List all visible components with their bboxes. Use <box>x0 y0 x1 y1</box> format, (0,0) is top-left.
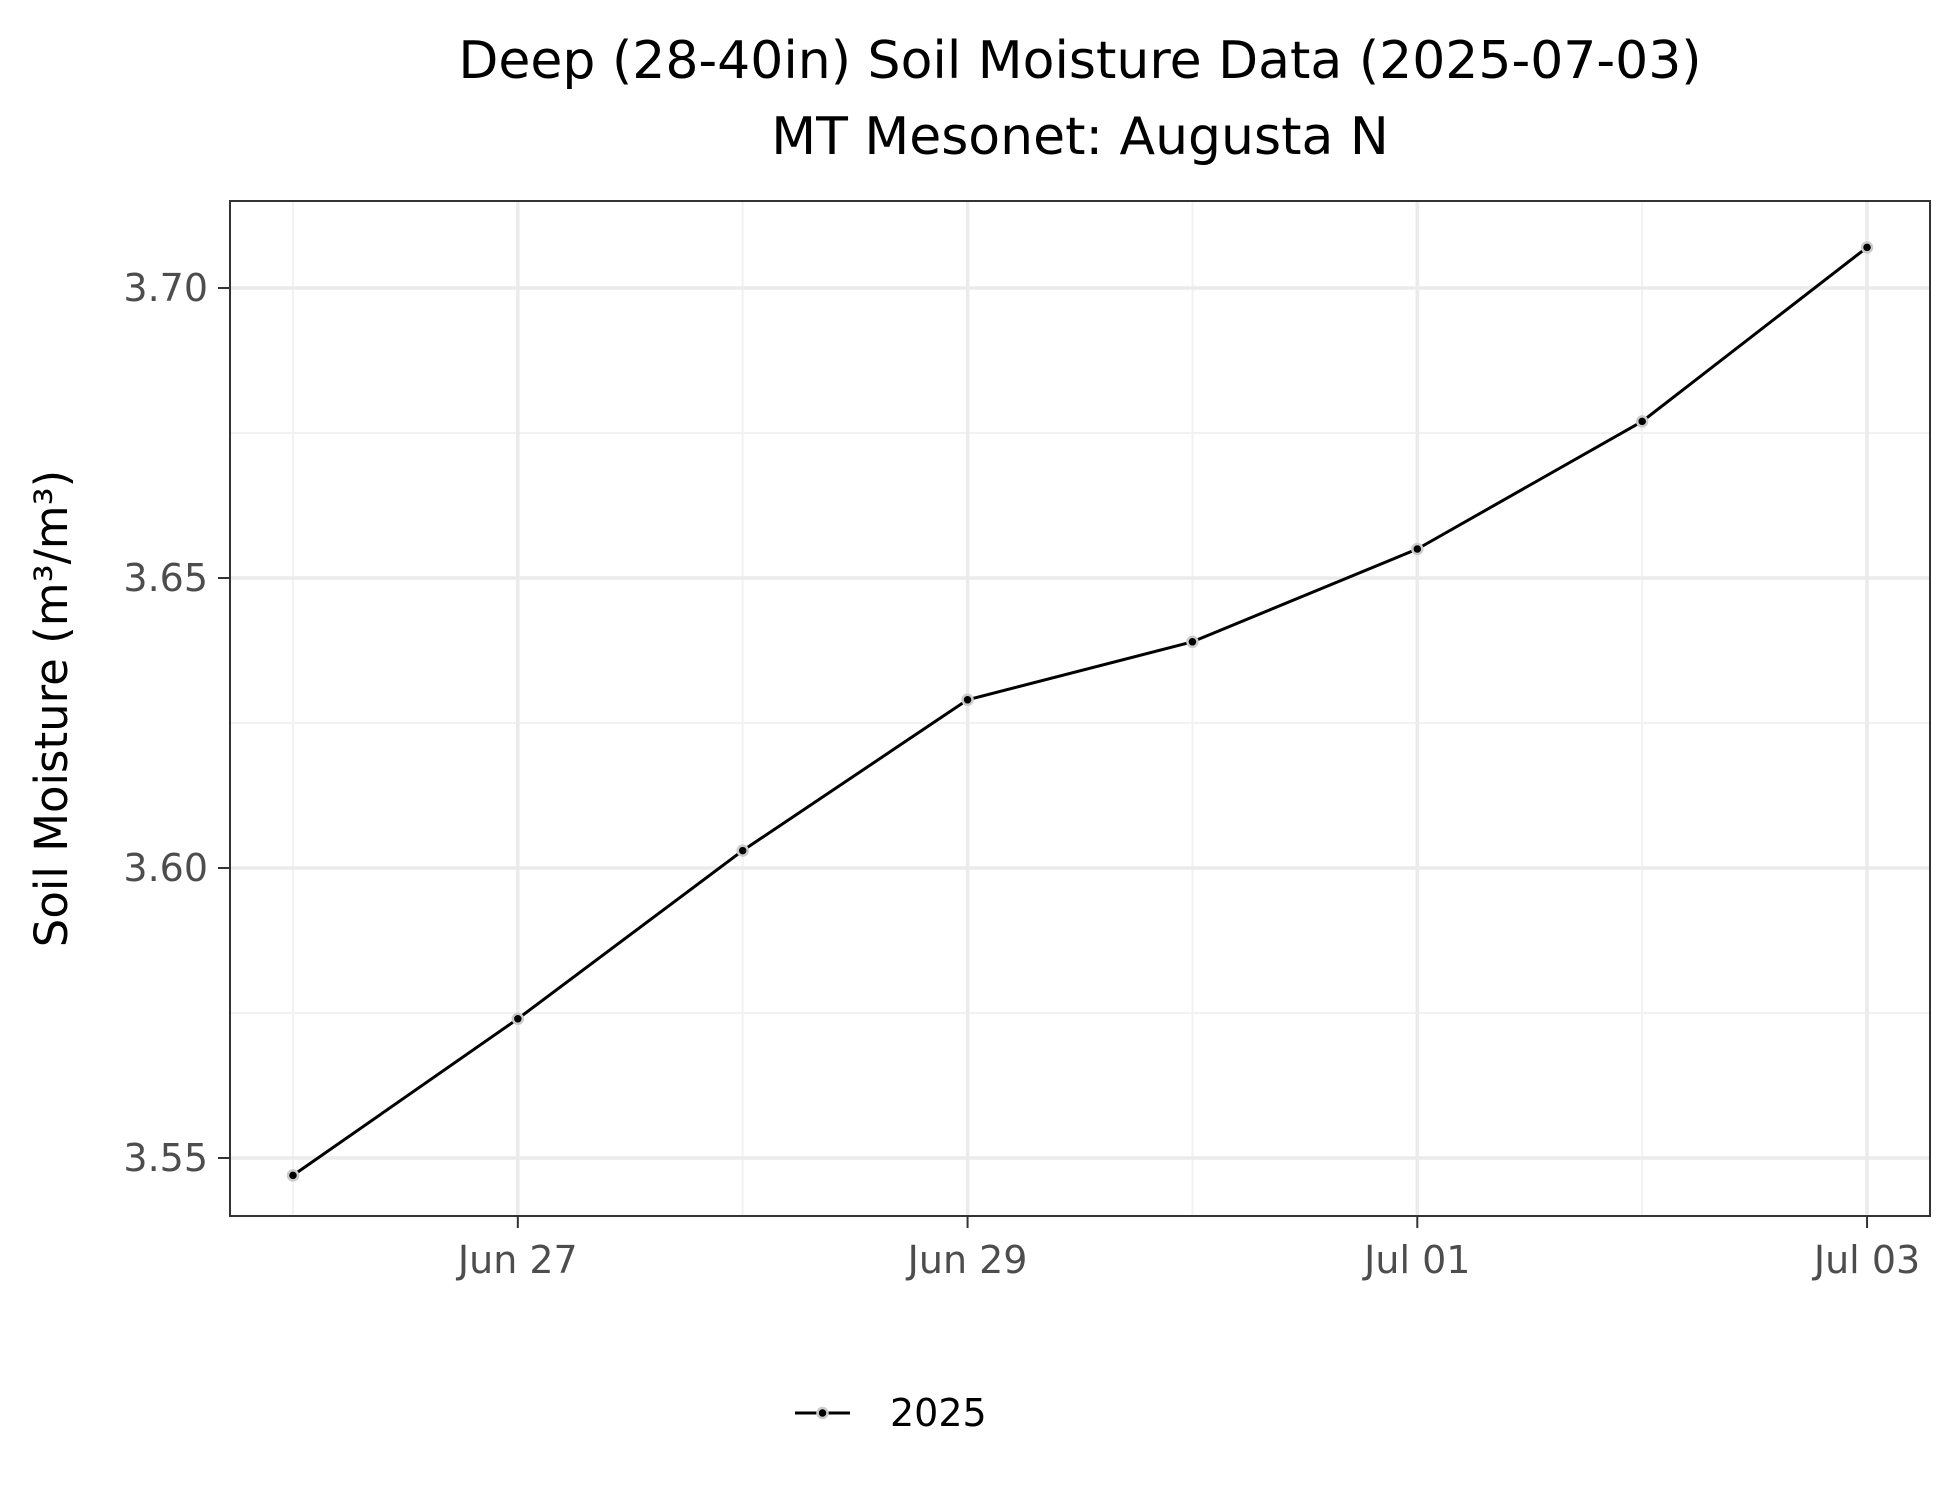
x-tick-label: Jul 03 <box>1812 1238 1920 1282</box>
legend-label: 2025 <box>890 1391 987 1435</box>
series-layer <box>286 241 1874 1182</box>
x-tick-label: Jun 29 <box>906 1238 1028 1282</box>
data-point <box>736 844 749 857</box>
grid <box>230 201 1930 1216</box>
plot-panel-border <box>229 200 1931 1217</box>
data-point <box>1411 542 1424 556</box>
x-tick-label: Jun 27 <box>456 1238 578 1282</box>
chart-subtitle: MT Mesonet: Augusta N <box>771 107 1389 167</box>
y-tick-label: 3.60 <box>123 846 208 890</box>
chart-title: Deep (28-40in) Soil Moisture Data (2025-… <box>458 31 1701 91</box>
axes: Jun 27 Jun 29 Jul 01 Jul 03 3.55 3.60 3.65 3.70 <box>123 266 1920 1282</box>
data-point <box>1635 415 1649 428</box>
y-tick-label: 3.70 <box>123 266 208 310</box>
legend: 2025 <box>795 1391 987 1435</box>
data-point <box>511 1012 525 1026</box>
data-point <box>1186 635 1199 649</box>
y-axis-title: Soil Moisture (m³/m³) <box>25 470 78 947</box>
series-line <box>292 246 1868 1177</box>
data-point <box>286 1169 300 1182</box>
data-point <box>1860 241 1874 254</box>
legend-key-point <box>816 1406 829 1420</box>
x-tick-label: Jul 01 <box>1362 1238 1470 1282</box>
y-tick-label: 3.55 <box>123 1136 208 1180</box>
data-point <box>961 693 974 707</box>
y-tick-label: 3.65 <box>123 556 208 600</box>
